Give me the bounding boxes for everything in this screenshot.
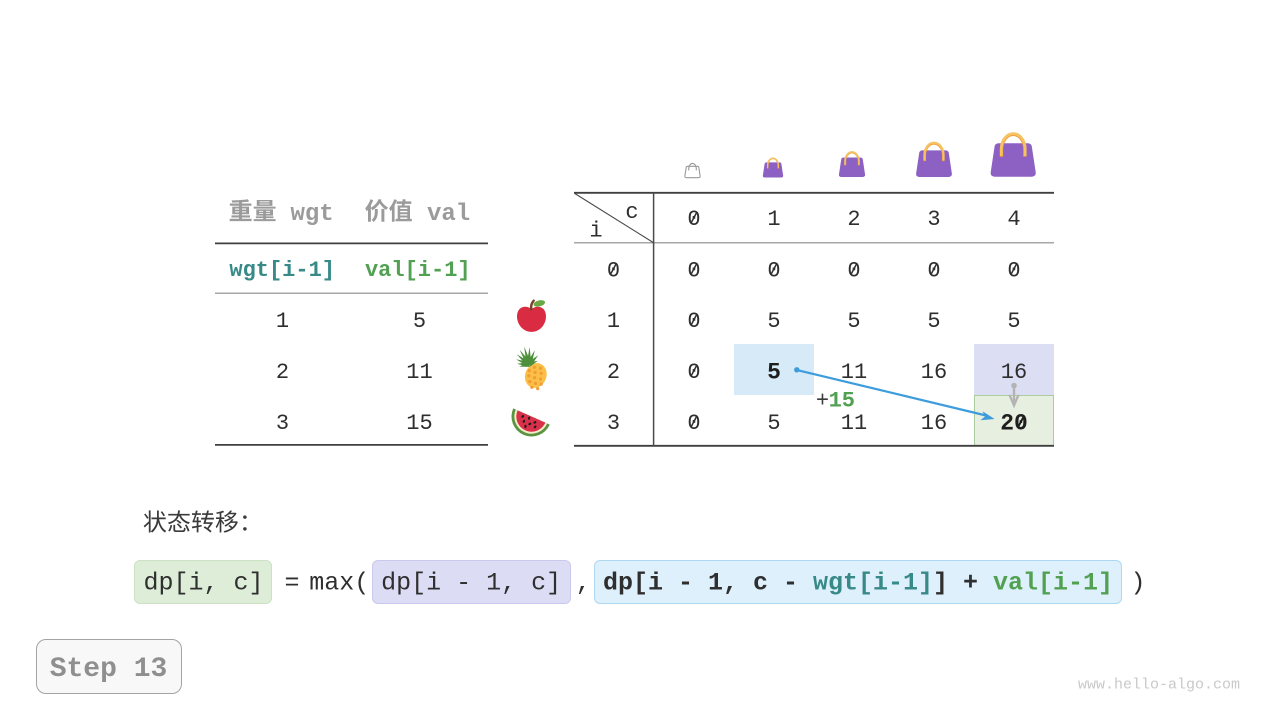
svg-text:5: 5	[767, 411, 780, 436]
svg-text:wgt: wgt	[291, 201, 334, 228]
svg-text:0: 0	[847, 258, 860, 283]
svg-text:1: 1	[276, 309, 289, 334]
svg-text:,: ,	[576, 569, 591, 598]
svg-text:0: 0	[687, 309, 700, 334]
svg-text:15: 15	[829, 389, 855, 414]
svg-text:16: 16	[1001, 360, 1027, 385]
svg-text:5: 5	[413, 309, 426, 334]
svg-text:+: +	[816, 389, 829, 414]
svg-text:11: 11	[406, 360, 432, 385]
svg-text:0: 0	[687, 258, 700, 283]
svg-text:0: 0	[687, 207, 700, 232]
svg-text:11: 11	[841, 411, 867, 436]
svg-text:0: 0	[1007, 258, 1020, 283]
svg-text:0: 0	[927, 258, 940, 283]
svg-text:5: 5	[927, 309, 940, 334]
svg-text:3: 3	[927, 207, 940, 232]
svg-text:wgt[i-1]: wgt[i-1]	[813, 569, 933, 598]
svg-text:5: 5	[767, 360, 781, 386]
svg-text:20: 20	[1000, 410, 1028, 436]
svg-text:dp[i - 1, c -: dp[i - 1, c -	[603, 569, 798, 598]
svg-text:5: 5	[1007, 309, 1020, 334]
svg-text:0: 0	[687, 360, 700, 385]
svg-text:16: 16	[921, 360, 947, 385]
svg-text:4: 4	[1007, 207, 1020, 232]
svg-text:val[i-1]: val[i-1]	[365, 258, 471, 283]
svg-text:15: 15	[406, 411, 432, 436]
svg-text:3: 3	[276, 411, 289, 436]
svg-text:1: 1	[767, 207, 780, 232]
svg-text:Step 13: Step 13	[50, 654, 168, 685]
svg-text:dp[i - 1, c]: dp[i - 1, c]	[381, 569, 561, 598]
svg-text:2: 2	[607, 360, 620, 385]
svg-text:i: i	[589, 219, 602, 244]
svg-text:0: 0	[767, 258, 780, 283]
svg-text:16: 16	[921, 411, 947, 436]
svg-text:dp[i, c]: dp[i, c]	[144, 569, 264, 598]
svg-text:2: 2	[276, 360, 289, 385]
svg-text:max(: max(	[309, 569, 369, 598]
svg-text:val[i-1]: val[i-1]	[993, 569, 1113, 598]
svg-text:www.hello-algo.com: www.hello-algo.com	[1078, 676, 1240, 693]
svg-text:): )	[1130, 569, 1145, 598]
svg-text:3: 3	[607, 411, 620, 436]
svg-text:c: c	[625, 200, 638, 225]
svg-text:1: 1	[607, 309, 620, 334]
svg-text:wgt[i-1]: wgt[i-1]	[229, 258, 335, 283]
svg-text:2: 2	[847, 207, 860, 232]
svg-text:val: val	[427, 201, 470, 228]
svg-text:=: =	[284, 569, 299, 598]
svg-text:0: 0	[687, 411, 700, 436]
svg-text:] +: ] +	[933, 569, 978, 598]
svg-text:0: 0	[607, 258, 620, 283]
svg-text:5: 5	[767, 309, 780, 334]
svg-text:5: 5	[847, 309, 860, 334]
